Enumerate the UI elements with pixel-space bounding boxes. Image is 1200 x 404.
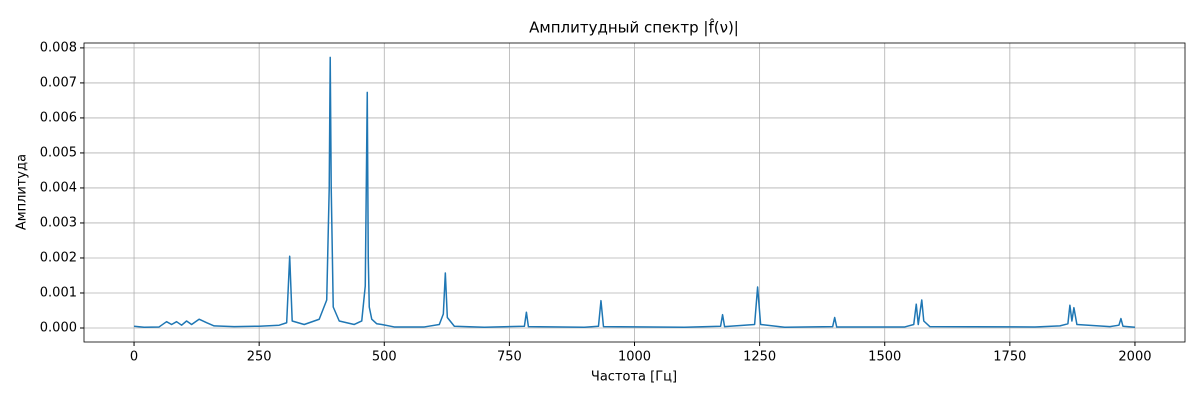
y-tick-label: 0.005 bbox=[40, 145, 77, 160]
chart-title: Амплитудный спектр |f̂(ν)| bbox=[529, 18, 739, 37]
x-tick-label: 1250 bbox=[743, 350, 776, 365]
y-tick-label: 0.001 bbox=[40, 285, 77, 300]
line-series bbox=[133, 56, 1136, 329]
y-tick-label: 0.006 bbox=[40, 110, 77, 125]
y-tick-label: 0.002 bbox=[40, 250, 77, 265]
x-tick-label: 1000 bbox=[618, 350, 651, 365]
plot-frame bbox=[83, 42, 1186, 343]
y-tick-label: 0.008 bbox=[40, 40, 77, 55]
x-tick-label: 1750 bbox=[993, 350, 1026, 365]
x-tick-label: 2000 bbox=[1118, 350, 1151, 365]
y-tick-label: 0.003 bbox=[40, 215, 77, 230]
x-tick-label: 250 bbox=[247, 350, 272, 365]
x-axis-label: Частота [Гц] bbox=[591, 370, 677, 385]
y-tick-label: 0.000 bbox=[40, 320, 77, 335]
x-tick-label: 750 bbox=[497, 350, 522, 365]
x-tick-label: 0 bbox=[130, 350, 138, 365]
x-tick-label: 1500 bbox=[868, 350, 901, 365]
x-tick-label: 500 bbox=[372, 350, 397, 365]
y-axis-label: Амплитуда bbox=[15, 154, 30, 230]
y-tick-label: 0.007 bbox=[40, 75, 77, 90]
y-tick-label: 0.004 bbox=[40, 180, 77, 195]
